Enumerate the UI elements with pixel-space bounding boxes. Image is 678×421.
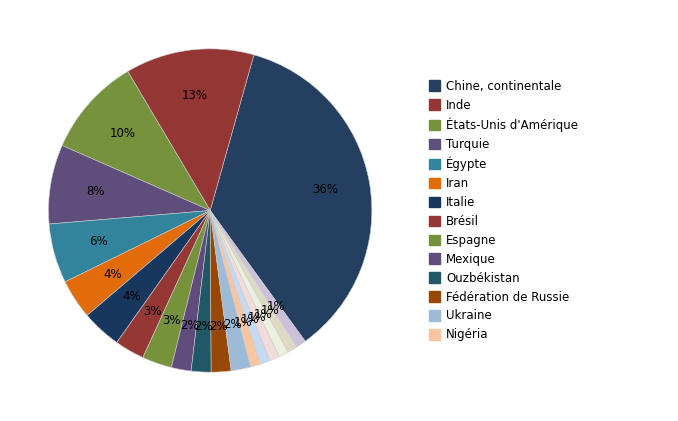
Wedge shape [210, 210, 270, 364]
Text: 1%: 1% [234, 316, 252, 329]
Wedge shape [143, 210, 210, 368]
Wedge shape [210, 210, 231, 372]
Legend: Chine, continentale, Inde, États-Unis d'Amérique, Turquie, Égypte, Iran, Italie,: Chine, continentale, Inde, États-Unis d'… [426, 77, 580, 344]
Text: 2%: 2% [180, 319, 199, 331]
Text: 10%: 10% [110, 127, 136, 140]
Text: 36%: 36% [312, 184, 338, 197]
Text: 8%: 8% [86, 185, 104, 198]
Text: 1%: 1% [247, 311, 266, 324]
Wedge shape [210, 210, 288, 357]
Wedge shape [210, 55, 372, 341]
Wedge shape [210, 210, 251, 371]
Text: 1%: 1% [241, 313, 259, 326]
Text: 13%: 13% [182, 88, 208, 101]
Text: 2%: 2% [223, 318, 242, 331]
Wedge shape [210, 210, 279, 361]
Wedge shape [49, 210, 210, 282]
Wedge shape [127, 49, 254, 211]
Text: 2%: 2% [209, 320, 227, 333]
Wedge shape [87, 210, 210, 342]
Wedge shape [49, 146, 210, 224]
Wedge shape [172, 210, 210, 371]
Wedge shape [62, 72, 210, 210]
Wedge shape [117, 210, 210, 357]
Wedge shape [210, 210, 260, 367]
Wedge shape [65, 210, 210, 315]
Wedge shape [191, 210, 211, 372]
Text: 1%: 1% [260, 304, 279, 317]
Wedge shape [210, 210, 305, 347]
Text: 3%: 3% [143, 305, 161, 318]
Text: 1%: 1% [266, 300, 285, 313]
Text: 4%: 4% [104, 268, 122, 281]
Text: 2%: 2% [195, 320, 213, 333]
Text: 1%: 1% [254, 308, 273, 321]
Text: 3%: 3% [163, 314, 181, 327]
Wedge shape [210, 210, 297, 352]
Text: 4%: 4% [122, 290, 141, 303]
Text: 6%: 6% [89, 235, 107, 248]
